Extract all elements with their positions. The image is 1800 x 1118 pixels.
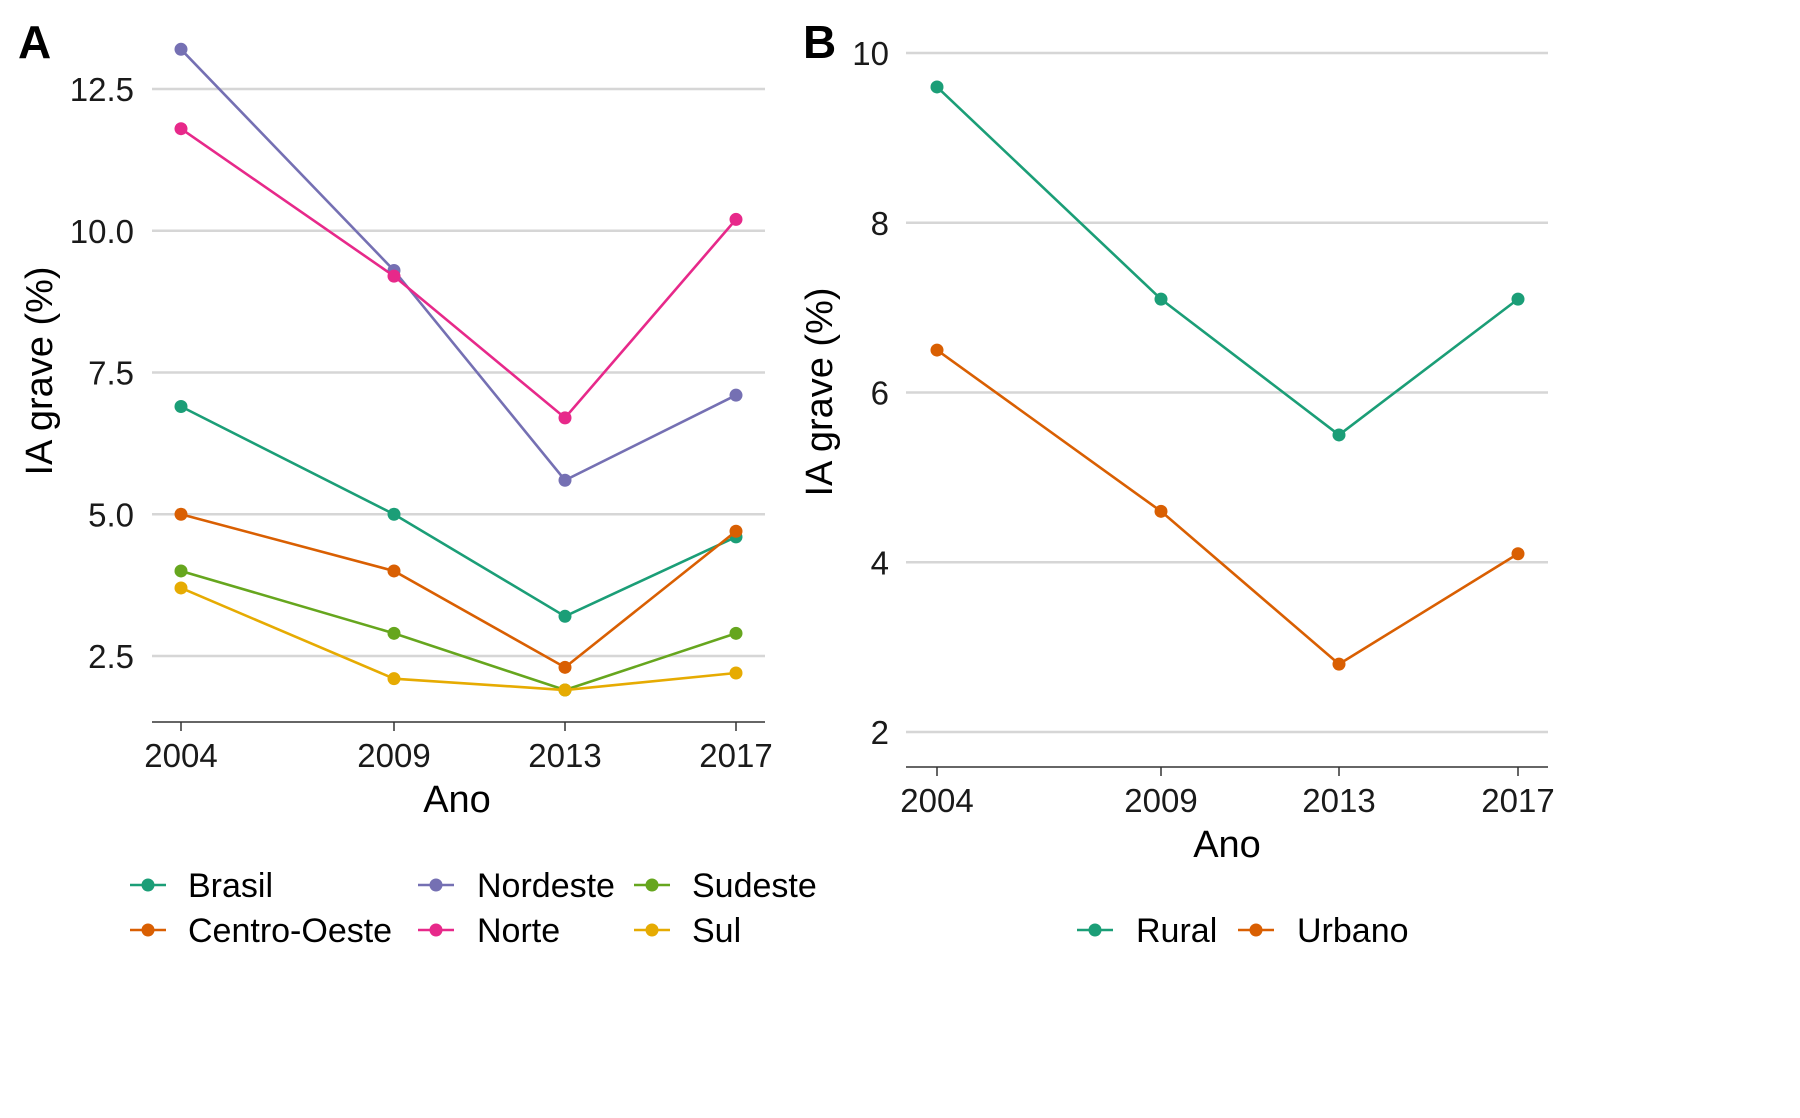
series-line <box>936 349 1519 666</box>
y-tick-label: 4 <box>871 544 889 581</box>
data-point <box>729 666 743 680</box>
x-tick-label: 2017 <box>1481 782 1554 819</box>
legend-item: Rural <box>1077 912 1217 950</box>
legend-label: Brasil <box>188 867 273 905</box>
legend-label: Nordeste <box>477 867 615 905</box>
data-point <box>174 564 188 578</box>
legend-item: Sudeste <box>634 867 817 905</box>
legend: Rural Urbano <box>1077 912 1409 950</box>
x-tick-label: 2017 <box>699 737 772 774</box>
legend-key-point <box>141 923 155 937</box>
panel-label: A <box>18 16 51 68</box>
data-point <box>174 400 188 414</box>
data-point <box>1332 657 1346 671</box>
legend-label: Rural <box>1136 912 1217 950</box>
legend-label: Sul <box>692 912 741 950</box>
legend-key-point <box>1088 923 1102 937</box>
data-point <box>174 507 188 521</box>
legend-key-point <box>645 923 659 937</box>
y-tick-label: 6 <box>871 375 889 412</box>
panel-b: B 2 4 6 8 10 2004 2009 2013 2017 Ano IA grave (%) Ru… <box>799 16 1555 950</box>
data-point <box>174 42 188 56</box>
data-point <box>1511 292 1525 306</box>
legend-item: Brasil <box>130 867 273 905</box>
legend-item: Centro-Oeste <box>130 912 392 950</box>
data-point <box>387 564 401 578</box>
data-point <box>387 507 401 521</box>
legend-key-point <box>141 878 155 892</box>
y-tick-label: 7.5 <box>88 355 134 392</box>
data-point <box>1511 547 1525 561</box>
legend-label: Norte <box>477 912 560 950</box>
legend-item: Urbano <box>1238 912 1409 950</box>
y-tick-label: 2 <box>871 714 889 751</box>
legend: Brasil Centro-Oeste Nordeste Norte Sudeste Su… <box>130 867 817 950</box>
data-point <box>387 672 401 686</box>
series-urbano <box>930 343 1525 671</box>
y-tick-label: 12.5 <box>70 71 134 108</box>
data-point <box>729 524 743 538</box>
data-point <box>1154 292 1168 306</box>
legend-key-point <box>1249 923 1263 937</box>
panel-label: B <box>803 16 836 68</box>
legend-label: Sudeste <box>692 867 817 905</box>
y-axis-title: IA grave (%) <box>799 287 841 496</box>
series-line <box>180 586 737 692</box>
legend-key-point <box>429 923 443 937</box>
y-tick-label: 5.0 <box>88 496 134 533</box>
data-point <box>558 473 572 487</box>
data-point <box>174 581 188 595</box>
legend-key-point <box>645 878 659 892</box>
series-norte <box>174 122 743 425</box>
y-tick-label: 2.5 <box>88 638 134 675</box>
y-tick-label: 10.0 <box>70 213 134 250</box>
series-line <box>180 569 737 692</box>
legend-item: Norte <box>418 912 560 950</box>
series-line <box>180 405 737 618</box>
series-line <box>180 48 737 482</box>
series-centro-oeste <box>174 507 743 674</box>
x-axis-title: Ano <box>423 779 491 821</box>
y-tick-label: 8 <box>871 205 889 242</box>
series-line <box>180 512 737 669</box>
data-point <box>1332 428 1346 442</box>
data-point <box>930 80 944 94</box>
data-point <box>387 269 401 283</box>
series-line <box>936 86 1519 437</box>
data-point <box>558 660 572 674</box>
y-axis-title: IA grave (%) <box>19 266 61 475</box>
x-tick-label: 2013 <box>1302 782 1375 819</box>
data-point <box>558 683 572 697</box>
data-point <box>729 388 743 402</box>
series-line <box>180 127 737 420</box>
series-rural <box>930 80 1525 442</box>
data-point <box>729 626 743 640</box>
panel-a: A 2.5 5.0 7.5 10.0 12.5 2004 2009 2013 2017 Ano IA … <box>18 16 817 950</box>
x-axis-title: Ano <box>1193 824 1261 866</box>
legend-key-point <box>429 878 443 892</box>
x-tick-label: 2013 <box>528 737 601 774</box>
data-point <box>387 626 401 640</box>
legend-item: Nordeste <box>418 867 615 905</box>
data-point <box>930 343 944 357</box>
x-tick-label: 2009 <box>357 737 430 774</box>
legend-label: Centro-Oeste <box>188 912 392 950</box>
data-point <box>558 411 572 425</box>
x-tick-label: 2009 <box>1124 782 1197 819</box>
data-point <box>729 212 743 226</box>
x-tick-label: 2004 <box>144 737 217 774</box>
y-tick-label: 10 <box>852 35 889 72</box>
x-tick-label: 2004 <box>900 782 973 819</box>
legend-item: Sul <box>634 912 741 950</box>
data-point <box>558 609 572 623</box>
data-point <box>174 122 188 136</box>
legend-label: Urbano <box>1297 912 1409 950</box>
series-sul <box>174 581 743 697</box>
data-point <box>1154 504 1168 518</box>
